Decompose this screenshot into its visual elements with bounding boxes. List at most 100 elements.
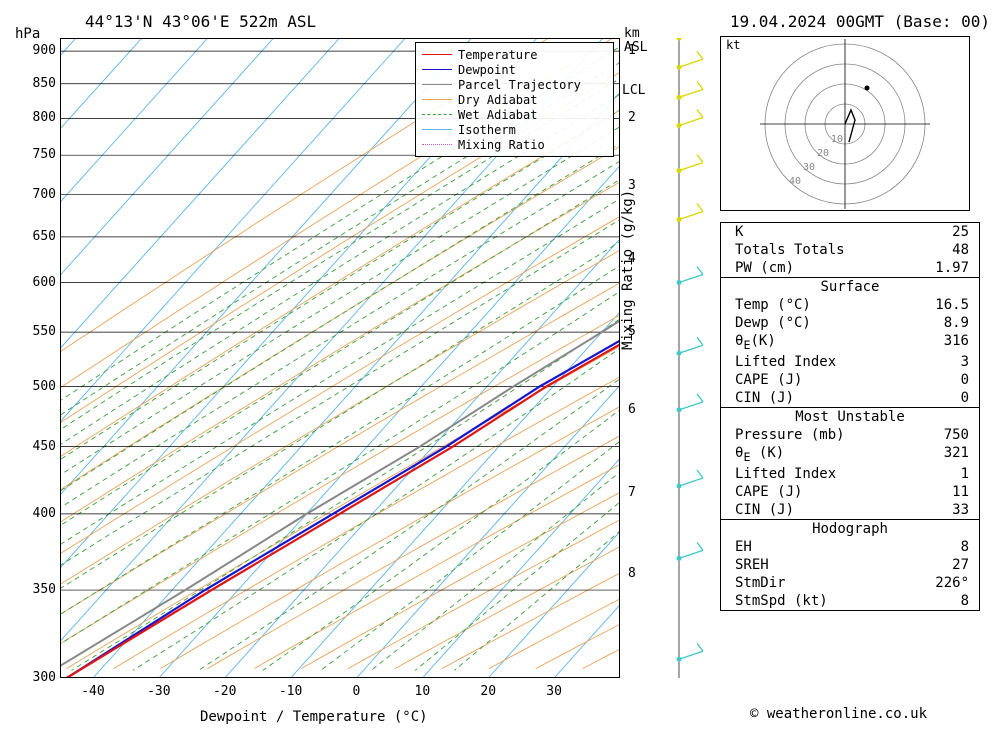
index-row: StmDir 226° — [721, 574, 979, 592]
legend-entry: Temperature — [422, 47, 607, 62]
index-value: 1 — [961, 466, 969, 482]
pressure-tick: 650 — [22, 229, 56, 244]
index-value: 0 — [961, 390, 969, 406]
index-label: CIN (J) — [735, 502, 794, 518]
index-row: θE (K) 321 — [721, 444, 979, 465]
temperature-tick: -40 — [79, 684, 107, 699]
temperature-axis-label: Dewpoint / Temperature (°C) — [200, 709, 428, 725]
legend-entry: Dewpoint — [422, 62, 607, 77]
legend-label: Parcel Trajectory — [458, 78, 581, 92]
index-value: 0 — [961, 372, 969, 388]
pressure-tick: 850 — [22, 76, 56, 91]
index-value: 16.5 — [935, 297, 969, 313]
section-header-surface: Surface — [721, 277, 979, 296]
indices-table: K 25 Totals Totals 48 PW (cm) 1.97SurfaceTemp… — [720, 222, 980, 611]
index-row: PW (cm) 1.97 — [721, 259, 979, 277]
index-label: Lifted Index — [735, 466, 836, 482]
location-title: 44°13'N 43°06'E 522m ASL — [85, 12, 316, 31]
hodograph-kt-label: kt — [726, 38, 740, 52]
index-row: Temp (°C) 16.5 — [721, 296, 979, 314]
index-row: StmSpd (kt)8 — [721, 592, 979, 610]
index-value: 25 — [952, 224, 969, 240]
hodograph-panel: kt 10203040 — [720, 36, 970, 211]
pressure-axis-label: hPa — [15, 26, 40, 42]
index-label: Lifted Index — [735, 354, 836, 370]
svg-text:40: 40 — [789, 176, 801, 187]
index-value: 8 — [961, 593, 969, 609]
altitude-tick: 1 — [628, 43, 636, 58]
index-label: θE (K) — [735, 445, 784, 464]
temperature-tick: -30 — [145, 684, 173, 699]
index-value: 27 — [952, 557, 969, 573]
legend-entry: Mixing Ratio — [422, 137, 607, 152]
index-label: K — [735, 224, 743, 240]
pressure-tick: 450 — [22, 439, 56, 454]
temperature-tick: 10 — [408, 684, 436, 699]
index-label: PW (cm) — [735, 260, 794, 276]
index-row: Lifted Index3 — [721, 353, 979, 371]
index-label: CAPE (J) — [735, 372, 802, 388]
legend-entry: Dry Adiabat — [422, 92, 607, 107]
index-row: CIN (J) 33 — [721, 501, 979, 519]
index-value: 1.97 — [935, 260, 969, 276]
pressure-tick: 350 — [22, 582, 56, 597]
index-label: θE(K) — [735, 333, 776, 352]
hodograph-svg: 10203040 — [720, 36, 970, 211]
index-row: Pressure (mb)750 — [721, 426, 979, 444]
index-row: EH8 — [721, 538, 979, 556]
legend-label: Isotherm — [458, 123, 516, 137]
index-label: CAPE (J) — [735, 484, 802, 500]
index-row: Dewp (°C)8.9 — [721, 314, 979, 332]
index-label: Temp (°C) — [735, 297, 811, 313]
pressure-tick: 500 — [22, 379, 56, 394]
index-label: SREH — [735, 557, 769, 573]
index-row: θE(K)316 — [721, 332, 979, 353]
legend-label: Mixing Ratio — [458, 138, 545, 152]
pressure-tick: 900 — [22, 43, 56, 58]
index-label: StmDir — [735, 575, 786, 591]
temperature-tick: 20 — [474, 684, 502, 699]
legend-entry: Isotherm — [422, 122, 607, 137]
temperature-tick: 30 — [540, 684, 568, 699]
chart-legend: TemperatureDewpointParcel TrajectoryDry … — [415, 42, 614, 157]
svg-text:30: 30 — [803, 162, 815, 173]
pressure-tick: 400 — [22, 506, 56, 521]
svg-text:20: 20 — [817, 148, 829, 159]
section-header-mu: Most Unstable — [721, 407, 979, 426]
pressure-tick: 700 — [22, 187, 56, 202]
index-row: CAPE (J) 0 — [721, 371, 979, 389]
index-row: Lifted Index 1 — [721, 465, 979, 483]
legend-label: Dry Adiabat — [458, 93, 537, 107]
svg-text:10: 10 — [831, 134, 843, 145]
altitude-tick: 4 — [628, 251, 636, 266]
altitude-tick: 3 — [628, 178, 636, 193]
index-value: 321 — [944, 445, 969, 464]
pressure-tick: 600 — [22, 275, 56, 290]
index-label: EH — [735, 539, 752, 555]
index-value: 8.9 — [944, 315, 969, 331]
index-label: Totals Totals — [735, 242, 845, 258]
skewt-chart: 123456810152025 TemperatureDewpointParce… — [60, 38, 620, 678]
index-value: 48 — [952, 242, 969, 258]
altitude-axis-label-1: km — [624, 26, 640, 41]
altitude-tick: 6 — [628, 402, 636, 417]
pressure-tick: 300 — [22, 670, 56, 685]
index-value: 11 — [952, 484, 969, 500]
legend-label: Temperature — [458, 48, 537, 62]
temperature-tick: 0 — [342, 684, 370, 699]
legend-label: Wet Adiabat — [458, 108, 537, 122]
temperature-tick: -10 — [277, 684, 305, 699]
altitude-tick: 5 — [628, 324, 636, 339]
datetime-title: 19.04.2024 00GMT (Base: 00) — [730, 12, 990, 31]
pressure-tick: 800 — [22, 110, 56, 125]
altitude-tick: 7 — [628, 485, 636, 500]
index-row: CIN (J) 0 — [721, 389, 979, 407]
index-row: K 25 — [721, 223, 979, 241]
lcl-label: LCL — [622, 83, 645, 98]
index-label: CIN (J) — [735, 390, 794, 406]
index-label: Pressure (mb) — [735, 427, 845, 443]
legend-label: Dewpoint — [458, 63, 516, 77]
index-value: 226° — [935, 575, 969, 591]
index-value: 33 — [952, 502, 969, 518]
pressure-tick: 750 — [22, 147, 56, 162]
